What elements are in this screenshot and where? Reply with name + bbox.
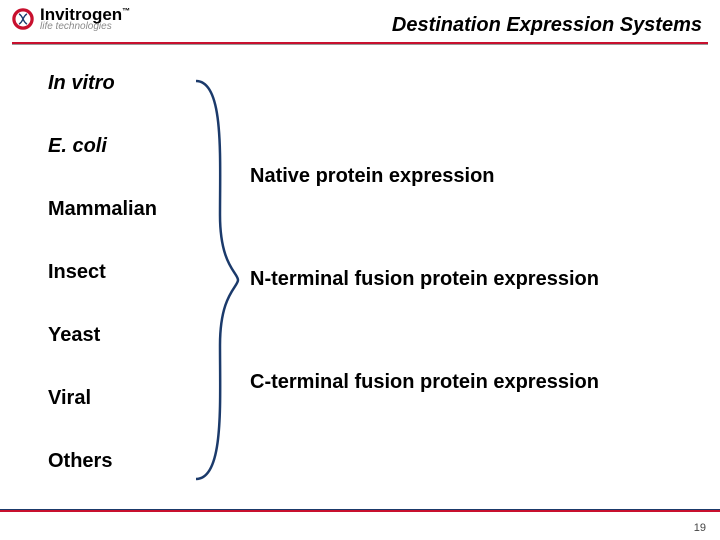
expression-types-list: Native protein expression N-terminal fusi… xyxy=(250,165,599,474)
expression-type-item: C-terminal fusion protein expression xyxy=(250,371,599,394)
systems-list-item: Mammalian xyxy=(48,198,157,221)
systems-list-item: In vitro xyxy=(48,72,157,95)
systems-list: In vitro E. coli Mammalian Insect Yeast Viral… xyxy=(48,72,157,513)
logo-mark-icon xyxy=(10,6,36,32)
systems-list-item: Others xyxy=(48,450,157,473)
page-number: 19 xyxy=(694,522,706,534)
trademark-icon: ™ xyxy=(122,6,130,15)
systems-list-item: Viral xyxy=(48,387,157,410)
systems-list-item: Yeast xyxy=(48,324,157,347)
expression-type-item: Native protein expression xyxy=(250,165,599,188)
slide-title: Destination Expression Systems xyxy=(392,14,702,37)
systems-list-item: Insect xyxy=(48,261,157,284)
title-underline xyxy=(12,42,708,44)
expression-type-item: N-terminal fusion protein expression xyxy=(250,268,599,291)
systems-list-item: E. coli xyxy=(48,135,157,158)
brand-logo: Invitrogen™ life technologies xyxy=(10,6,130,32)
footer-rule xyxy=(0,510,720,512)
curly-brace-icon xyxy=(186,75,246,485)
